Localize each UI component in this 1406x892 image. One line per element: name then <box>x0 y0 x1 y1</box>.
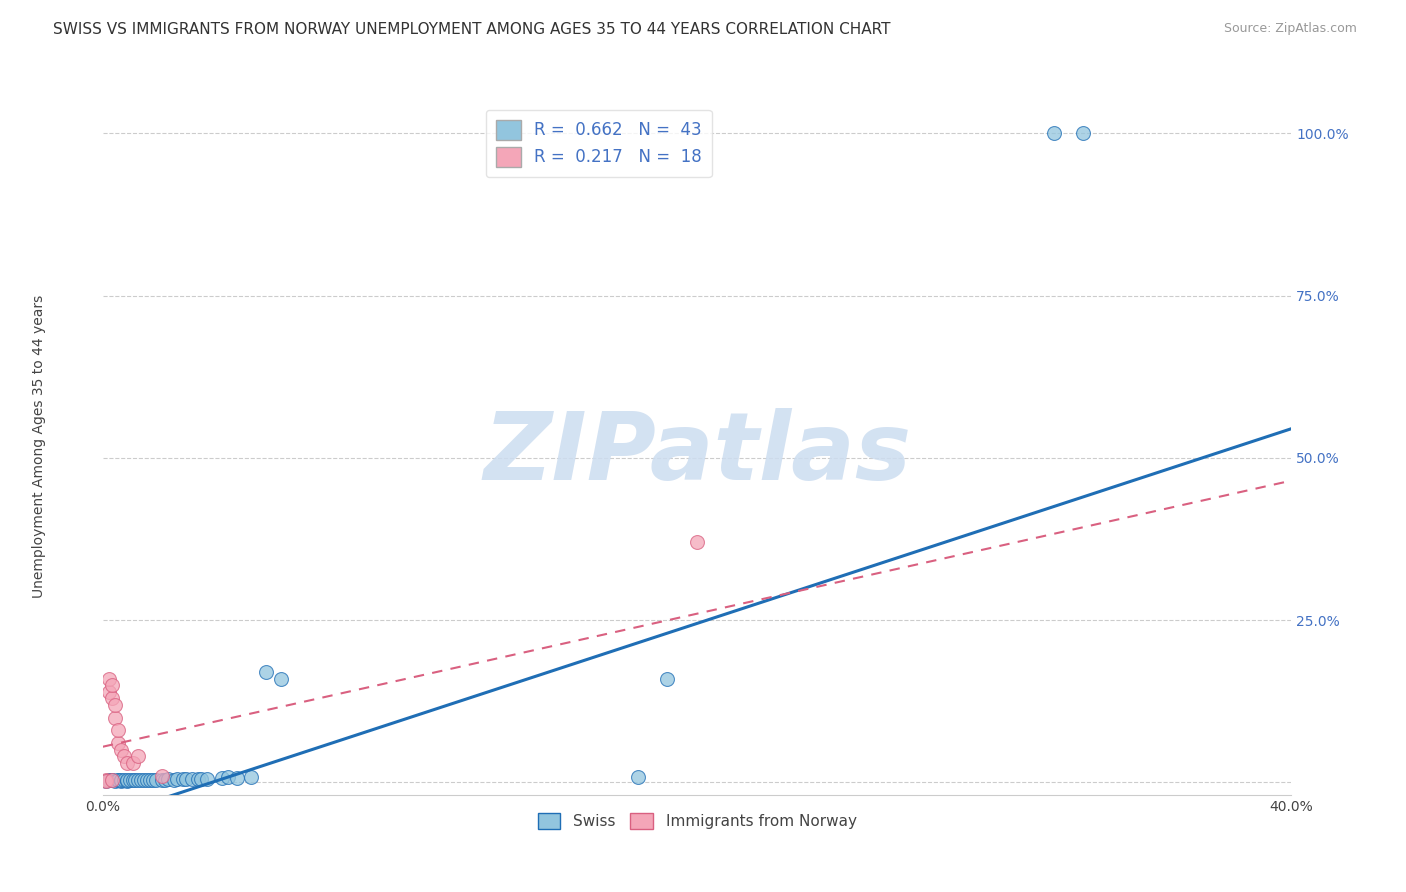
Point <box>118 773 141 788</box>
Point <box>150 769 173 783</box>
Point <box>181 772 204 787</box>
Point <box>94 772 117 787</box>
Point <box>686 535 709 549</box>
Point <box>174 772 197 787</box>
Point <box>225 771 247 785</box>
Point <box>1042 127 1064 141</box>
Point <box>110 743 132 757</box>
Point <box>110 773 132 788</box>
Point <box>97 773 120 788</box>
Point <box>157 772 180 787</box>
Point <box>112 773 135 788</box>
Point <box>97 672 120 686</box>
Point <box>166 772 188 787</box>
Point <box>104 774 127 789</box>
Point <box>107 773 129 788</box>
Point <box>107 772 129 787</box>
Point <box>100 773 122 788</box>
Point <box>240 770 263 784</box>
Point <box>100 678 122 692</box>
Point <box>136 772 159 787</box>
Point <box>112 749 135 764</box>
Point <box>150 772 173 787</box>
Point <box>153 772 176 787</box>
Text: ZIPatlas: ZIPatlas <box>484 408 911 500</box>
Point <box>100 772 122 787</box>
Text: Unemployment Among Ages 35 to 44 years: Unemployment Among Ages 35 to 44 years <box>32 294 46 598</box>
Point <box>142 773 165 788</box>
Point <box>1073 127 1095 141</box>
Point <box>121 756 143 770</box>
Point <box>131 772 153 787</box>
Point <box>107 723 129 738</box>
Point <box>134 773 156 788</box>
Point <box>124 772 146 787</box>
Point <box>657 672 679 686</box>
Point <box>115 772 138 787</box>
Point <box>97 684 120 698</box>
Point <box>115 774 138 789</box>
Point <box>115 756 138 770</box>
Point <box>190 772 212 786</box>
Point <box>211 771 233 785</box>
Point <box>254 665 277 679</box>
Point <box>104 698 127 712</box>
Point <box>127 773 149 788</box>
Point <box>627 770 650 784</box>
Point <box>172 772 194 787</box>
Point <box>270 672 292 686</box>
Point <box>107 736 129 750</box>
Point <box>94 774 117 789</box>
Point <box>139 773 162 788</box>
Legend: Swiss, Immigrants from Norway: Swiss, Immigrants from Norway <box>531 806 863 835</box>
Point <box>121 773 143 788</box>
Text: SWISS VS IMMIGRANTS FROM NORWAY UNEMPLOYMENT AMONG AGES 35 TO 44 YEARS CORRELATI: SWISS VS IMMIGRANTS FROM NORWAY UNEMPLOY… <box>53 22 891 37</box>
Point <box>127 749 149 764</box>
Point <box>100 691 122 706</box>
Point <box>217 770 239 784</box>
Point <box>94 774 117 789</box>
Point <box>187 772 209 786</box>
Point <box>100 772 122 787</box>
Point <box>104 710 127 724</box>
Text: Source: ZipAtlas.com: Source: ZipAtlas.com <box>1223 22 1357 36</box>
Point <box>195 772 218 786</box>
Point <box>163 772 186 787</box>
Point <box>145 772 167 787</box>
Point <box>110 774 132 789</box>
